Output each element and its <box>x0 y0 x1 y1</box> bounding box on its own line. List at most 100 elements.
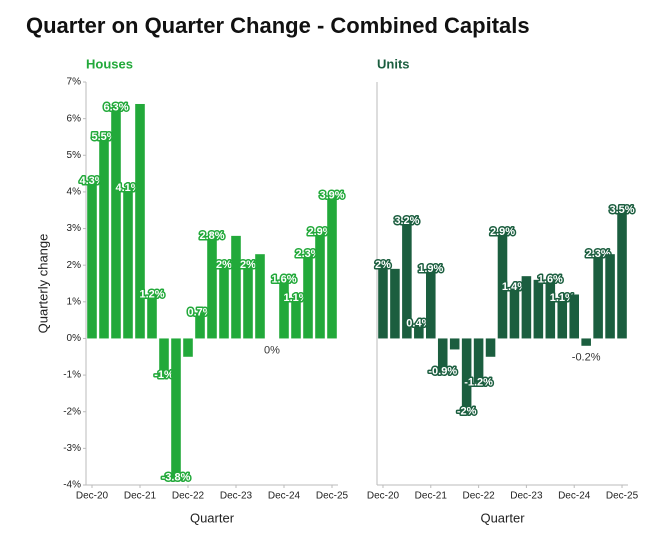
bar <box>231 235 241 339</box>
value-label: 5.5% <box>91 131 116 143</box>
bar <box>315 232 325 339</box>
panel-title: Houses <box>86 56 133 71</box>
bar <box>303 254 313 339</box>
bar <box>123 188 133 339</box>
bar <box>617 210 627 339</box>
y-tick-label: 4% <box>67 187 82 198</box>
y-axis-label: Quarterly change <box>35 234 50 334</box>
x-tick-label: Dec-21 <box>415 491 448 502</box>
value-label: 2% <box>375 259 391 271</box>
value-label: 4.1% <box>115 182 140 194</box>
x-axis-label: Quarter <box>480 510 525 525</box>
y-tick-label: 3% <box>67 223 82 234</box>
y-tick-label: 2% <box>67 260 82 271</box>
value-label: 2% <box>240 259 256 271</box>
bar <box>390 268 400 339</box>
value-label: 2.3% <box>586 248 611 260</box>
bar <box>545 279 556 339</box>
y-tick-label: -1% <box>63 370 81 381</box>
value-label: -0.2% <box>572 352 601 364</box>
bar <box>414 323 424 339</box>
x-axis-label: Quarter <box>190 510 235 525</box>
value-label: 2.9% <box>490 226 515 238</box>
x-tick-label: Dec-25 <box>316 491 349 502</box>
value-label: 2.3% <box>295 248 320 260</box>
value-label: -0.9% <box>428 365 457 377</box>
y-tick-label: -4% <box>63 480 81 491</box>
bar <box>207 235 217 339</box>
value-label: 1.2% <box>139 288 164 300</box>
value-label: 1.1% <box>550 292 575 304</box>
bar <box>111 107 121 339</box>
y-tick-label: 1% <box>67 296 82 307</box>
x-tick-label: Dec-25 <box>606 491 639 502</box>
bar <box>497 232 508 339</box>
value-label: -3.8% <box>162 472 191 484</box>
bar <box>195 312 205 339</box>
x-tick-label: Dec-20 <box>367 491 400 502</box>
bar <box>593 254 603 339</box>
chart-title: Quarter on Quarter Change - Combined Cap… <box>26 13 530 38</box>
value-label: 3.9% <box>319 189 344 201</box>
x-tick-label: Dec-22 <box>462 491 495 502</box>
x-tick-label: Dec-24 <box>558 491 591 502</box>
value-label: -1.2% <box>464 376 493 388</box>
bar <box>605 254 615 339</box>
bar <box>135 103 145 339</box>
bar <box>509 287 520 339</box>
bar <box>147 294 157 339</box>
value-label: 1.6% <box>271 274 296 286</box>
y-tick-label: 7% <box>67 77 82 88</box>
bar <box>557 298 568 339</box>
bar <box>533 279 544 339</box>
bar <box>327 195 337 339</box>
bar <box>99 136 109 339</box>
y-tick-label: -2% <box>63 406 81 417</box>
y-tick-label: 0% <box>67 333 82 344</box>
bar <box>461 338 472 412</box>
bar <box>279 279 289 339</box>
panel-title: Units <box>377 56 410 71</box>
bar <box>521 276 532 339</box>
bar <box>87 180 97 339</box>
value-label: 2.8% <box>199 230 224 242</box>
x-tick-label: Dec-21 <box>124 491 157 502</box>
y-tick-label: -3% <box>63 443 81 454</box>
x-tick-label: Dec-23 <box>510 491 543 502</box>
value-label: 2% <box>216 259 232 271</box>
bar <box>171 338 181 478</box>
bar <box>473 338 484 383</box>
bar <box>291 298 301 339</box>
value-label: 3.2% <box>394 215 419 227</box>
x-tick-label: Dec-24 <box>268 491 301 502</box>
bar <box>402 221 412 339</box>
value-label: 1.6% <box>538 274 563 286</box>
value-label: 0.7% <box>187 307 212 319</box>
x-tick-label: Dec-23 <box>220 491 253 502</box>
y-tick-label: 6% <box>67 113 82 124</box>
bar <box>219 265 229 339</box>
bar <box>378 265 388 339</box>
bar <box>255 254 265 339</box>
bar <box>449 338 460 350</box>
bar <box>159 338 169 376</box>
bar <box>485 338 496 357</box>
value-label: -2% <box>457 406 477 418</box>
bar <box>569 294 579 339</box>
value-label: 1.1% <box>283 292 308 304</box>
value-label: 4.3% <box>79 175 104 187</box>
value-label: 1.9% <box>418 263 443 275</box>
bar <box>426 268 436 339</box>
bar <box>437 338 448 372</box>
value-label: 6.3% <box>103 102 128 114</box>
value-label: 2.9% <box>307 226 332 238</box>
value-label: 0% <box>264 344 280 356</box>
value-label: 3.5% <box>609 204 634 216</box>
bar <box>183 338 193 357</box>
x-tick-label: Dec-20 <box>76 491 109 502</box>
x-tick-label: Dec-22 <box>172 491 205 502</box>
y-tick-label: 5% <box>67 150 82 161</box>
bar <box>581 338 591 346</box>
value-label: -1% <box>154 369 174 381</box>
